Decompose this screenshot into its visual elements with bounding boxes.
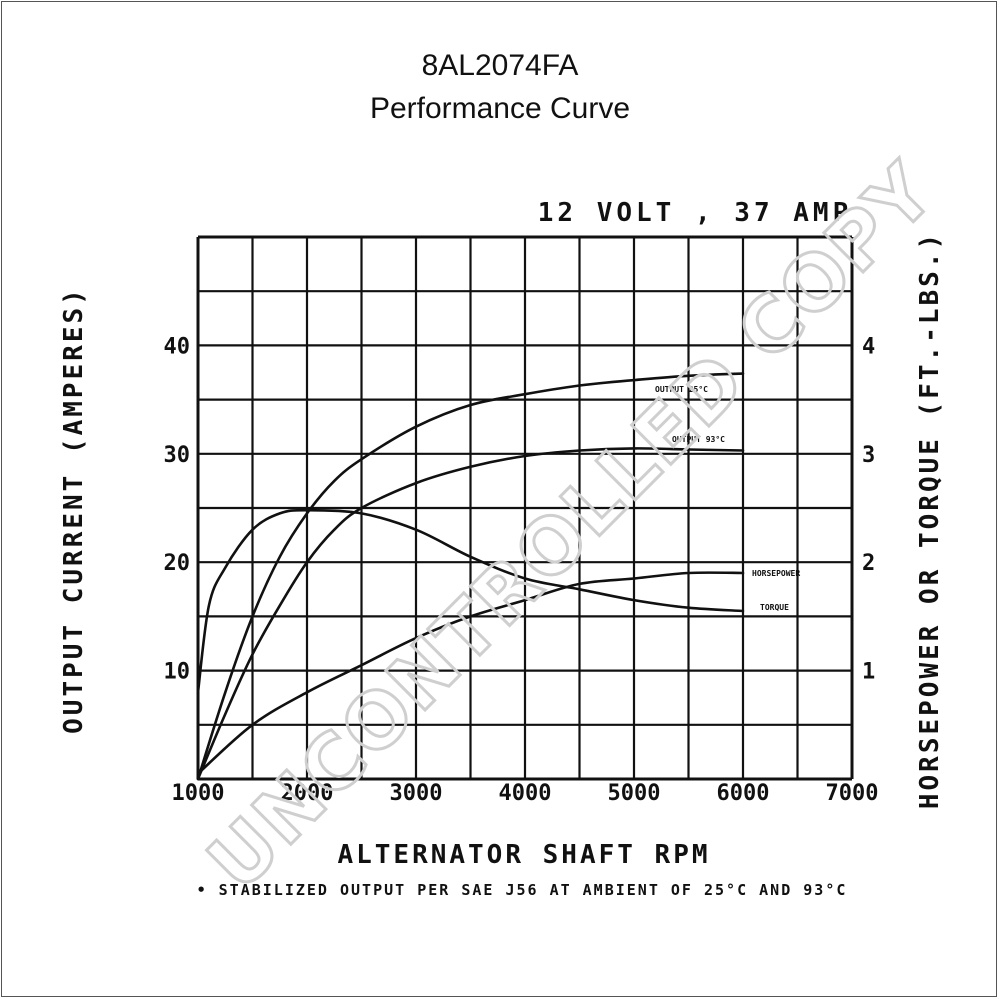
y-axis-title: OUTPUT CURRENT (AMPERES) [59, 286, 89, 734]
series-line-3 [196, 508, 745, 694]
x-ticks: 1000 2000 3000 4000 5000 6000 7000 [172, 781, 879, 806]
curve-label-out25: OUTPUT 25°C [655, 385, 708, 394]
series-line-0 [196, 372, 745, 781]
y-tick-label: 20 [164, 551, 191, 576]
x-tick-label: 2000 [281, 781, 334, 806]
x-tick-label: 4000 [499, 781, 552, 806]
series-line-2 [196, 571, 745, 775]
y2-tick-label: 1 [862, 660, 875, 685]
y-tick-label: 40 [164, 334, 191, 359]
y-tick-label: 10 [164, 660, 191, 685]
curve-label-hp: HORSEPOWER [752, 569, 800, 578]
x-tick-label: 7000 [826, 781, 879, 806]
y2-ticks: 1 2 3 4 [862, 334, 875, 684]
rating-label: 12 VOLT , 37 AMP [538, 198, 852, 228]
y-tick-label: 30 [164, 443, 191, 468]
grid [196, 235, 854, 781]
series-line-1 [196, 447, 745, 781]
x-tick-label: 3000 [390, 781, 443, 806]
x-tick-label: 1000 [172, 781, 225, 806]
y2-axis-title: HORSEPOWER OR TORQUE (FT.-LBS.) [915, 231, 945, 809]
x-tick-label: 6000 [717, 781, 770, 806]
curve-labels: OUTPUT 25°C OUTPUT 93°C HORSEPOWER TORQU… [655, 385, 800, 612]
chart-title: 8AL2074FA [422, 49, 579, 82]
x-axis-title: ALTERNATOR SHAFT RPM [337, 840, 710, 870]
curve-label-out93: OUTPUT 93°C [672, 435, 725, 444]
chart-subtitle: Performance Curve [370, 92, 630, 125]
curve-label-torque: TORQUE [760, 603, 789, 612]
y2-tick-label: 2 [862, 551, 875, 576]
x-tick-label: 5000 [608, 781, 661, 806]
series-group [196, 372, 745, 781]
y2-tick-label: 3 [862, 443, 875, 468]
footnote: • STABILIZED OUTPUT PER SAE J56 AT AMBIE… [197, 881, 848, 899]
y2-tick-label: 4 [862, 334, 875, 359]
y-ticks: 10 20 30 40 [164, 334, 191, 684]
